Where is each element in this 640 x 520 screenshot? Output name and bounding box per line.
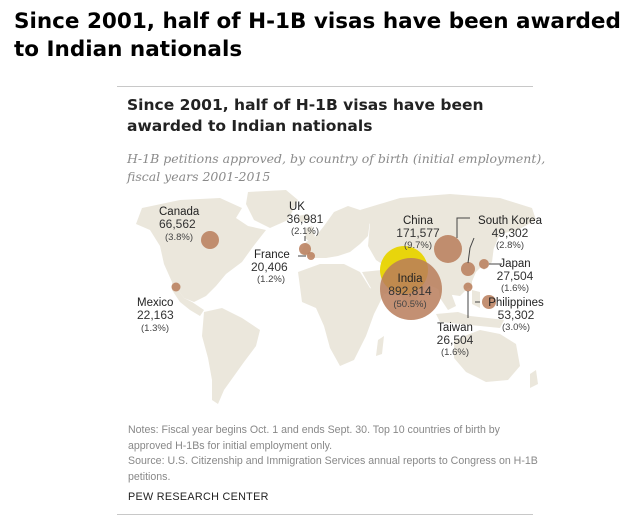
label-india-name: India (398, 273, 424, 285)
bubble-taiwan (463, 282, 473, 292)
notes: Notes: Fiscal year begins Oct. 1 and end… (128, 423, 538, 485)
page-title: Since 2001, half of H-1B visas have been… (14, 9, 621, 62)
bubble-uk (299, 243, 311, 255)
label-canada-value: 66,562 (159, 217, 196, 231)
label-canada-pct: (3.8%) (165, 232, 193, 243)
bottom-divider (117, 514, 533, 515)
label-china-pct: (9.7%) (404, 240, 432, 251)
label-india: India 892,814 (50.5%) (388, 273, 432, 310)
label-mexico-pct: (1.3%) (141, 323, 169, 334)
label-taiwan-name: Taiwan (437, 322, 473, 334)
label-south-korea-value: 49,302 (492, 226, 529, 240)
leader-lines (298, 217, 502, 318)
label-india-value: 892,814 (388, 284, 432, 298)
label-canada-name: Canada (159, 206, 200, 218)
label-japan-value: 27,504 (497, 269, 534, 283)
label-south-korea: South Korea 49,302 (2.8%) (478, 215, 543, 251)
notes-text: Notes: Fiscal year begins Oct. 1 and end… (128, 424, 500, 452)
label-philippines-pct: (3.0%) (502, 322, 530, 333)
bubble-japan (479, 259, 489, 269)
label-uk-pct: (2.1%) (291, 226, 319, 237)
bubble-china (434, 235, 462, 263)
label-india-pct: (50.5%) (393, 299, 426, 310)
bubble-mexico (171, 282, 181, 292)
label-taiwan: Taiwan 26,504 (1.6%) (437, 322, 474, 358)
label-france-name: France (254, 249, 290, 261)
label-france-value: 20,406 (251, 260, 288, 274)
top-divider (117, 86, 533, 87)
label-philippines-name: Philippines (488, 297, 544, 309)
label-france: France 20,406 (1.2%) (251, 249, 290, 285)
chart-subtitle: H-1B petitions approved, by country of b… (127, 151, 546, 184)
source-org: PEW RESEARCH CENTER (128, 491, 269, 503)
bubble-india (380, 258, 442, 320)
label-china: China 171,577 (9.7%) (396, 215, 440, 251)
label-philippines: Philippines 53,302 (3.0%) (488, 297, 544, 333)
label-philippines-value: 53,302 (498, 308, 535, 322)
label-france-pct: (1.2%) (257, 274, 285, 285)
label-canada: Canada 66,562 (3.8%) (159, 206, 200, 243)
source-text: Source: U.S. Citizenship and Immigration… (128, 455, 538, 483)
bubble-france (307, 252, 315, 260)
label-uk-value: 36,981 (287, 212, 324, 226)
label-japan-pct: (1.6%) (501, 283, 529, 294)
chart-title: Since 2001, half of H-1B visas have been… (127, 96, 484, 135)
label-uk: UK 36,981 (2.1%) (287, 201, 324, 237)
world-map: Canada 66,562 (3.8%) UK 36,981 (2.1%) Fr… (136, 190, 544, 404)
label-mexico-value: 22,163 (137, 308, 174, 322)
bubble-philippines (482, 295, 496, 309)
label-mexico-name: Mexico (137, 297, 173, 309)
label-taiwan-pct: (1.6%) (441, 347, 469, 358)
label-china-value: 171,577 (396, 226, 440, 240)
label-south-korea-name: South Korea (478, 215, 543, 227)
label-south-korea-pct: (2.8%) (496, 240, 524, 251)
label-china-name: China (403, 215, 434, 227)
label-japan: Japan 27,504 (1.6%) (497, 258, 534, 294)
bubble-canada (201, 231, 219, 249)
bubble-south-korea (461, 262, 475, 276)
label-mexico: Mexico 22,163 (1.3%) (137, 297, 174, 334)
label-taiwan-value: 26,504 (437, 333, 474, 347)
label-uk-name: UK (289, 201, 305, 213)
label-japan-name: Japan (499, 258, 530, 270)
